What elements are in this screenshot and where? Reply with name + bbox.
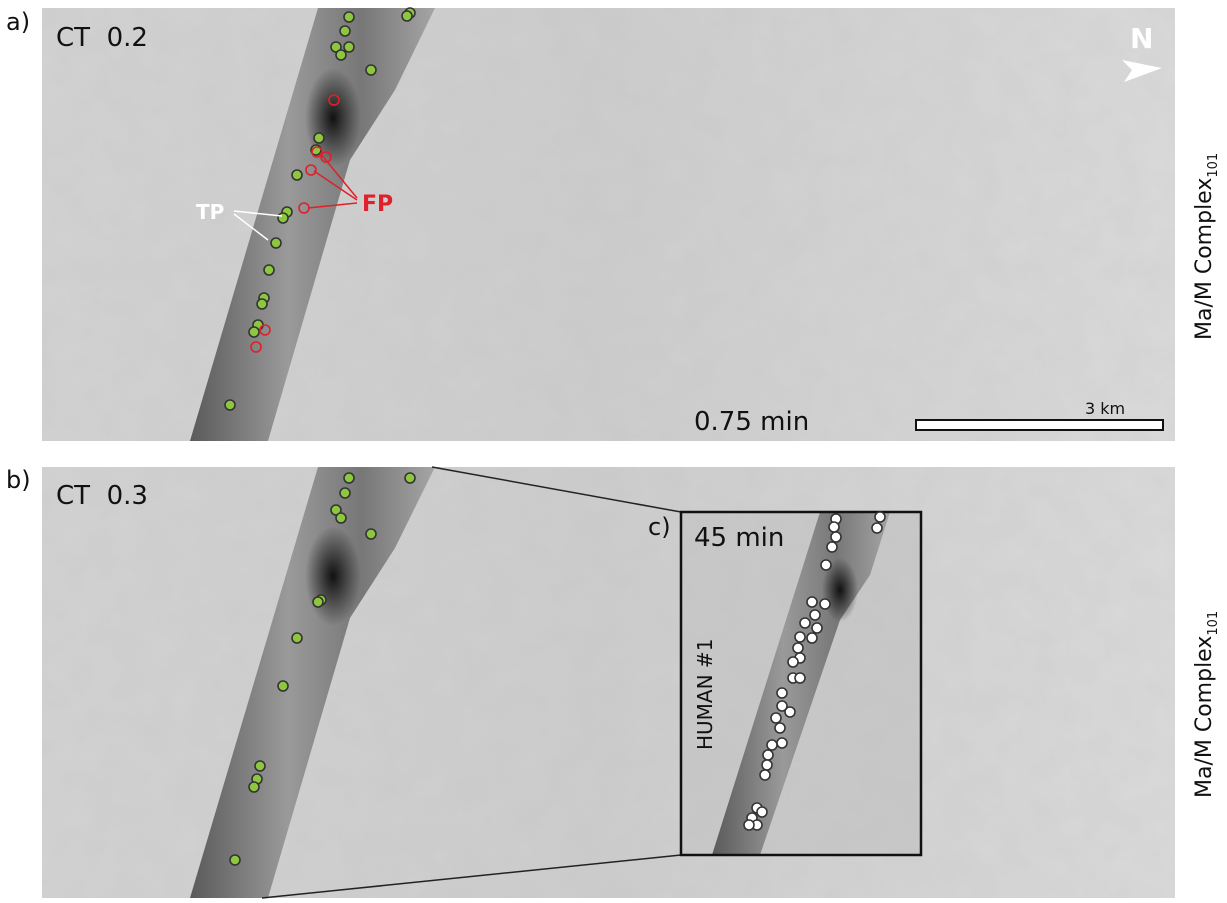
detection xyxy=(795,673,805,683)
detection xyxy=(292,170,302,180)
detection xyxy=(807,597,817,607)
detection xyxy=(249,782,259,792)
detection xyxy=(785,707,795,717)
panel-b-image xyxy=(42,467,1175,898)
detection xyxy=(800,618,810,628)
time-label: 0.75 min xyxy=(694,407,809,437)
detection xyxy=(793,643,803,653)
scale-bar xyxy=(916,420,1163,430)
threshold: CT 0.2 xyxy=(56,23,148,53)
detection xyxy=(264,265,274,275)
detection xyxy=(249,327,259,337)
detection xyxy=(257,299,267,309)
side-label: Ma/M Complex101 xyxy=(1192,611,1221,798)
detection xyxy=(829,522,839,532)
tp-label: TP xyxy=(196,200,224,224)
detection xyxy=(810,610,820,620)
detection xyxy=(760,770,770,780)
page: {"panels": [ {"label": "a)", "ct": "CT 0… xyxy=(0,0,1227,903)
panel-label: b) xyxy=(6,466,31,494)
detection xyxy=(777,738,787,748)
detection xyxy=(278,681,288,691)
side-label-sub: 101 xyxy=(1206,153,1221,178)
detection xyxy=(366,529,376,539)
detection xyxy=(820,599,830,609)
side-label-text: Ma/M Complex xyxy=(1192,636,1217,798)
detection xyxy=(821,560,831,570)
detection xyxy=(763,750,773,760)
detection xyxy=(872,523,882,533)
detection xyxy=(225,400,235,410)
detection xyxy=(271,238,281,248)
panel-a-image xyxy=(42,8,1175,441)
detection xyxy=(292,633,302,643)
panel-label: a) xyxy=(6,8,30,36)
detection xyxy=(340,488,350,498)
detection xyxy=(336,513,346,523)
detection xyxy=(777,688,787,698)
detection xyxy=(344,42,354,52)
detection xyxy=(405,473,415,483)
side-label-sub: 101 xyxy=(1206,611,1221,636)
fp-label: FP xyxy=(362,192,393,217)
detection xyxy=(757,807,767,817)
north-label: N xyxy=(1130,22,1153,55)
detection xyxy=(344,12,354,22)
scale-label: 3 km xyxy=(1085,399,1125,418)
detection xyxy=(278,213,288,223)
detection xyxy=(402,11,412,21)
side-label: Ma/M Complex101 xyxy=(1192,153,1221,340)
detection xyxy=(775,723,785,733)
detection xyxy=(366,65,376,75)
detection xyxy=(255,761,265,771)
detection xyxy=(827,542,837,552)
detection xyxy=(831,532,841,542)
detection xyxy=(767,740,777,750)
inset-time: 45 min xyxy=(694,523,784,553)
inset-label: c) xyxy=(648,513,671,541)
detection xyxy=(344,473,354,483)
observer-label: HUMAN #1 xyxy=(693,639,717,750)
detection xyxy=(744,820,754,830)
detection xyxy=(762,760,772,770)
detection xyxy=(875,512,885,522)
detection xyxy=(807,633,817,643)
detection xyxy=(771,713,781,723)
threshold: CT 0.3 xyxy=(56,481,148,511)
detection xyxy=(230,855,240,865)
detection xyxy=(788,657,798,667)
detection xyxy=(812,623,822,633)
detection xyxy=(336,50,346,60)
detection xyxy=(340,26,350,36)
figure: a) CT 0.2 N TP FP 0.75 min 3 km Ma/M Com… xyxy=(0,0,1227,899)
side-label-text: Ma/M Complex xyxy=(1192,178,1217,340)
detection xyxy=(314,133,324,143)
detection xyxy=(795,632,805,642)
detection xyxy=(313,597,323,607)
